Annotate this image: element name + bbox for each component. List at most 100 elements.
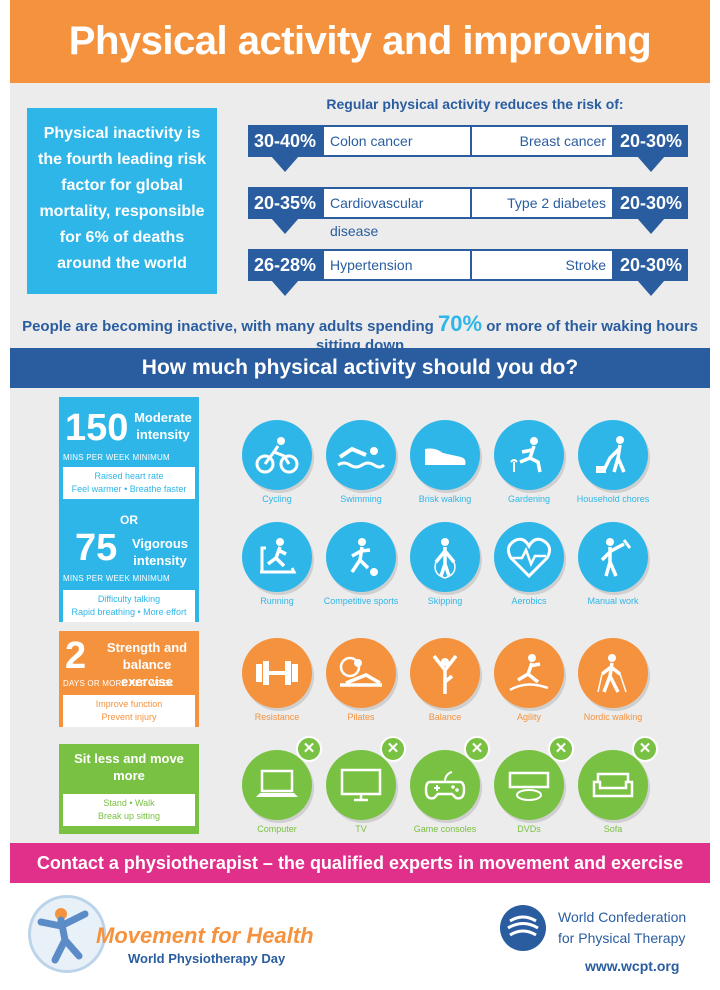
activity-label: Running: [260, 596, 294, 606]
strength-benefits: Improve function Prevent injury: [63, 695, 195, 727]
wcpt-website-link[interactable]: www.wcpt.org: [585, 958, 680, 974]
activity-competitive-sports: Competitive sports: [316, 522, 406, 606]
skipping-rope-icon: [410, 522, 480, 592]
dumbbell-icon: [242, 638, 312, 708]
shoe-icon: [410, 420, 480, 490]
sedentary-computer: ✕ Computer: [232, 736, 322, 834]
strength-guideline-panel: 2 Strength and balance exercise DAYS OR …: [59, 631, 199, 727]
sedentary-tv: ✕ TV: [316, 736, 406, 834]
no-icon: ✕: [632, 736, 658, 762]
risk-label: Hypertension: [322, 249, 472, 281]
down-arrow-icon: [637, 280, 665, 296]
gamepad-icon: ✕: [410, 736, 490, 820]
vigorous-effect-1: Difficulty talking: [97, 594, 161, 604]
swimming-icon: [326, 420, 396, 490]
activity-section: 150 Moderate intensity MINS PER WEEK MIN…: [10, 388, 710, 843]
cycling-icon: [242, 420, 312, 490]
vigorous-minutes: 75: [75, 527, 118, 569]
wcpt-name-line-1: World Confederation: [558, 909, 687, 925]
sit-less-tip-2: Break up sitting: [97, 811, 161, 821]
sedentary-sofa: ✕ Sofa: [568, 736, 658, 834]
sedentary-game-consoles: ✕ Game consoles: [400, 736, 490, 834]
moderate-effect-1: Raised heart rate: [94, 471, 164, 481]
activity-label: Nordic walking: [583, 712, 643, 722]
down-arrow-icon: [637, 156, 665, 172]
gardening-icon: [494, 420, 564, 490]
activity-label: Competitive sports: [323, 596, 399, 606]
down-arrow-icon: [271, 156, 299, 172]
vigorous-label: Vigorous intensity: [131, 536, 189, 568]
header-banner: Physical activity and improving health: [10, 0, 710, 146]
balance-pose-icon: [410, 638, 480, 708]
wcpt-name-line-2: for Physical Therapy: [558, 930, 686, 946]
moderate-minutes: 150: [65, 407, 129, 449]
activity-label: Brisk walking: [418, 494, 472, 504]
tv-icon: ✕: [326, 736, 406, 820]
activity-balance: Balance: [400, 638, 490, 722]
world-physiotherapy-day: World Physiotherapy Day: [128, 951, 286, 966]
risk-label: Colon cancer: [322, 125, 472, 157]
activity-label: TV: [355, 824, 367, 834]
activity-label: Gardening: [507, 494, 551, 504]
manual-work-icon: [578, 522, 648, 592]
how-much-banner: How much physical activity should you do…: [10, 348, 710, 388]
wcpt-logo: [500, 905, 546, 951]
activity-swimming: Swimming: [316, 420, 406, 504]
activity-label: DVDs: [517, 824, 541, 834]
strength-sub: DAYS OR MORE PER WEEK: [63, 679, 174, 688]
no-icon: ✕: [464, 736, 490, 762]
or-label: OR: [120, 513, 138, 527]
vigorous-effect-2: Rapid breathing • More effort: [71, 607, 187, 617]
sitting-statement: People are becoming inactive, with many …: [10, 311, 710, 354]
no-icon: ✕: [548, 736, 574, 762]
vigorous-effects: Difficulty talking Rapid breathing • Mor…: [63, 590, 195, 622]
activity-manual-work: Manual work: [568, 522, 658, 606]
risk-percent: 20-35%: [248, 187, 322, 219]
heart-icon: [494, 522, 564, 592]
risk-label: Stroke: [470, 249, 614, 281]
sitting-percent: 70%: [438, 311, 483, 336]
risk-percent: 20-30%: [614, 125, 688, 157]
down-arrow-icon: [271, 218, 299, 234]
moderate-effects: Raised heart rate Feel warmer • Breathe …: [63, 467, 195, 499]
moderate-effect-2: Feel warmer • Breathe faster: [71, 484, 187, 494]
activity-aerobics: Aerobics: [484, 522, 574, 606]
activity-label: Game consoles: [413, 824, 477, 834]
activity-cycling: Cycling: [232, 420, 322, 504]
activity-label: Household chores: [576, 494, 650, 504]
risk-percent: 30-40%: [248, 125, 322, 157]
strength-days: 2: [65, 635, 87, 677]
dvd-player-icon: ✕: [494, 736, 574, 820]
sitting-text-pre: People are becoming inactive, with many …: [22, 318, 439, 335]
vigorous-sub: MINS PER WEEK MINIMUM: [63, 574, 170, 583]
laptop-icon: ✕: [242, 736, 322, 820]
activity-household-chores: Household chores: [568, 420, 658, 504]
risk-label: Cardiovascular disease: [322, 187, 472, 239]
inactivity-fact-box: Physical inactivity is the fourth leadin…: [27, 108, 217, 294]
activity-label: Computer: [257, 824, 297, 834]
activity-label: Sofa: [603, 824, 623, 834]
strength-benefit-1: Improve function: [95, 699, 163, 709]
sit-less-tip-1: Stand • Walk: [103, 798, 155, 808]
sedentary-dvds: ✕ DVDs: [484, 736, 574, 834]
activity-resistance: Resistance: [232, 638, 322, 722]
down-arrow-icon: [637, 218, 665, 234]
movement-for-health-logo: [28, 895, 106, 973]
risk-label: Type 2 diabetes: [470, 187, 614, 219]
moderate-sub: MINS PER WEEK MINIMUM: [63, 453, 170, 462]
aerobic-guideline-panel: 150 Moderate intensity MINS PER WEEK MIN…: [59, 397, 199, 622]
football-icon: [326, 522, 396, 592]
activity-label: Cycling: [262, 494, 292, 504]
activity-skipping: Skipping: [400, 522, 490, 606]
activity-label: Resistance: [254, 712, 300, 722]
moderate-label: Moderate intensity: [134, 410, 192, 442]
treadmill-icon: [242, 522, 312, 592]
no-icon: ✕: [296, 736, 322, 762]
down-arrow-icon: [271, 280, 299, 296]
activity-label: Pilates: [347, 712, 375, 722]
sit-less-label: Sit less and move more: [74, 751, 184, 783]
risk-section: Physical inactivity is the fourth leadin…: [10, 83, 710, 354]
nordic-walking-icon: [578, 638, 648, 708]
no-icon: ✕: [380, 736, 406, 762]
contact-banner: Contact a physiotherapist – the qualifie…: [10, 843, 710, 883]
